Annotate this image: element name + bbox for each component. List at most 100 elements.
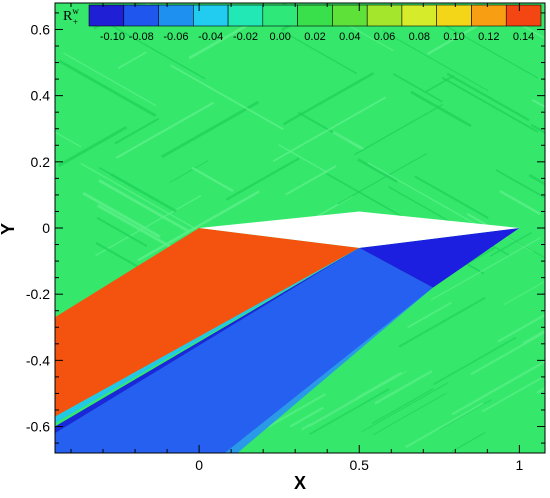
plot-area [55,3,545,453]
legend-tick-label: -0.10 [100,31,125,43]
flow-streak [451,431,486,453]
legend-swatch [471,4,507,27]
x-axis-title: X [294,473,306,493]
flow-streak [414,175,489,220]
flow-streak [374,370,433,405]
contour-regions [55,228,520,453]
flow-streak [489,232,532,257]
flow-streak [266,393,326,429]
color-legend: -0.10 -0.08 -0.06 -0.04 -0.02 0.00 0.02 0.04 0.0… [88,4,542,43]
flow-streak [497,313,545,343]
legend-tick-label: 0.06 [374,31,395,43]
legend-swatch [332,4,368,27]
flow-streak [332,130,365,151]
flow-streak [283,31,358,75]
flow-streak [285,165,337,196]
region-compression-band [55,247,433,453]
flow-streak [137,190,260,262]
legend-tick-label: -0.02 [233,31,258,43]
legend-tick-label: 0.00 [269,31,290,43]
legend-swatch [436,4,472,27]
flow-streak [289,406,324,428]
flow-streak [425,74,455,93]
legend-swatch [123,4,159,27]
flow-streak [398,296,486,348]
flow-streak [353,103,444,156]
y-tick-label: 0.6 [31,21,51,37]
legend-tick-label: 0.02 [304,31,325,43]
flow-streak [117,51,147,69]
flow-streak [95,195,202,257]
legend-swatch [297,4,333,27]
flow-streak [170,64,284,131]
flow-streak [225,157,300,201]
flow-streak [161,100,259,159]
flow-streak [522,329,545,344]
legend-tick-label: 0.04 [339,31,360,43]
flow-streak [63,52,157,107]
x-tick-label: 0 [195,457,203,473]
flow-streak [410,90,472,128]
flow-streak [80,162,202,233]
flow-streak [110,173,177,213]
flow-streak [82,191,161,239]
legend-tick-label: -0.04 [198,31,223,43]
flow-streak [430,237,542,301]
flow-streak [372,392,447,436]
flow-streak [367,162,486,230]
flow-streak [530,123,545,135]
flow-streak [337,152,428,205]
flow-streak [528,173,545,186]
region-thin-band-upper [55,247,360,434]
legend-tick-label: 0.08 [409,31,430,43]
legend-tick-label: -0.08 [129,31,154,43]
legend-swatch [505,4,542,27]
flow-streak [278,144,328,173]
flow-streak [55,131,82,148]
flow-streak [301,371,403,431]
flow-streak [309,388,390,435]
flow-streak [96,217,148,248]
y-tick-label: 0.4 [31,88,51,104]
y-tick-label: 0 [42,220,50,236]
flow-streak [94,15,206,80]
flow-streak [309,370,407,427]
legend-swatch [262,4,298,27]
y-axis-ticks: 0.6 0.4 0.2 0 -0.2 -0.4 -0.6 [26,12,545,444]
flow-streak [531,98,545,109]
flow-streak [282,72,375,126]
legend-tick-label: 0.14 [513,31,534,43]
legend-swatch [366,4,403,27]
flow-streak [481,376,543,413]
x-tick-label: 1 [515,457,523,473]
region-wake-band [224,287,433,453]
x-tick-label: 0.5 [350,457,370,473]
y-axis-title: Y [0,223,18,235]
flow-streak [57,125,128,168]
flow-streak [470,331,545,376]
flow-streak [371,388,434,425]
flow-streak [357,158,398,183]
flow-streak [382,30,489,92]
legend-swatch [158,4,194,27]
legend-tick-label: -0.06 [163,31,188,43]
flow-streak [503,280,545,306]
y-tick-label: -0.4 [26,352,50,368]
region-thin-band-lower [55,247,360,424]
flow-streak [407,301,452,329]
legend-swatch [401,4,437,27]
flow-streak [544,328,545,330]
airfoil-body [199,211,520,248]
flow-streak [428,15,539,79]
flow-streak [115,101,215,159]
y-tick-label: -0.6 [26,419,50,435]
legend-tick-label: 0.10 [443,31,464,43]
flow-streak [495,169,545,199]
flow-streak [98,179,190,233]
x-axis-ticks: 0 0.5 1 [70,3,523,473]
flow-streak [544,450,545,452]
y-tick-label: 0.2 [31,154,51,170]
flow-streak [499,190,541,216]
legend-swatch [88,4,125,27]
flow-streak [58,59,157,118]
